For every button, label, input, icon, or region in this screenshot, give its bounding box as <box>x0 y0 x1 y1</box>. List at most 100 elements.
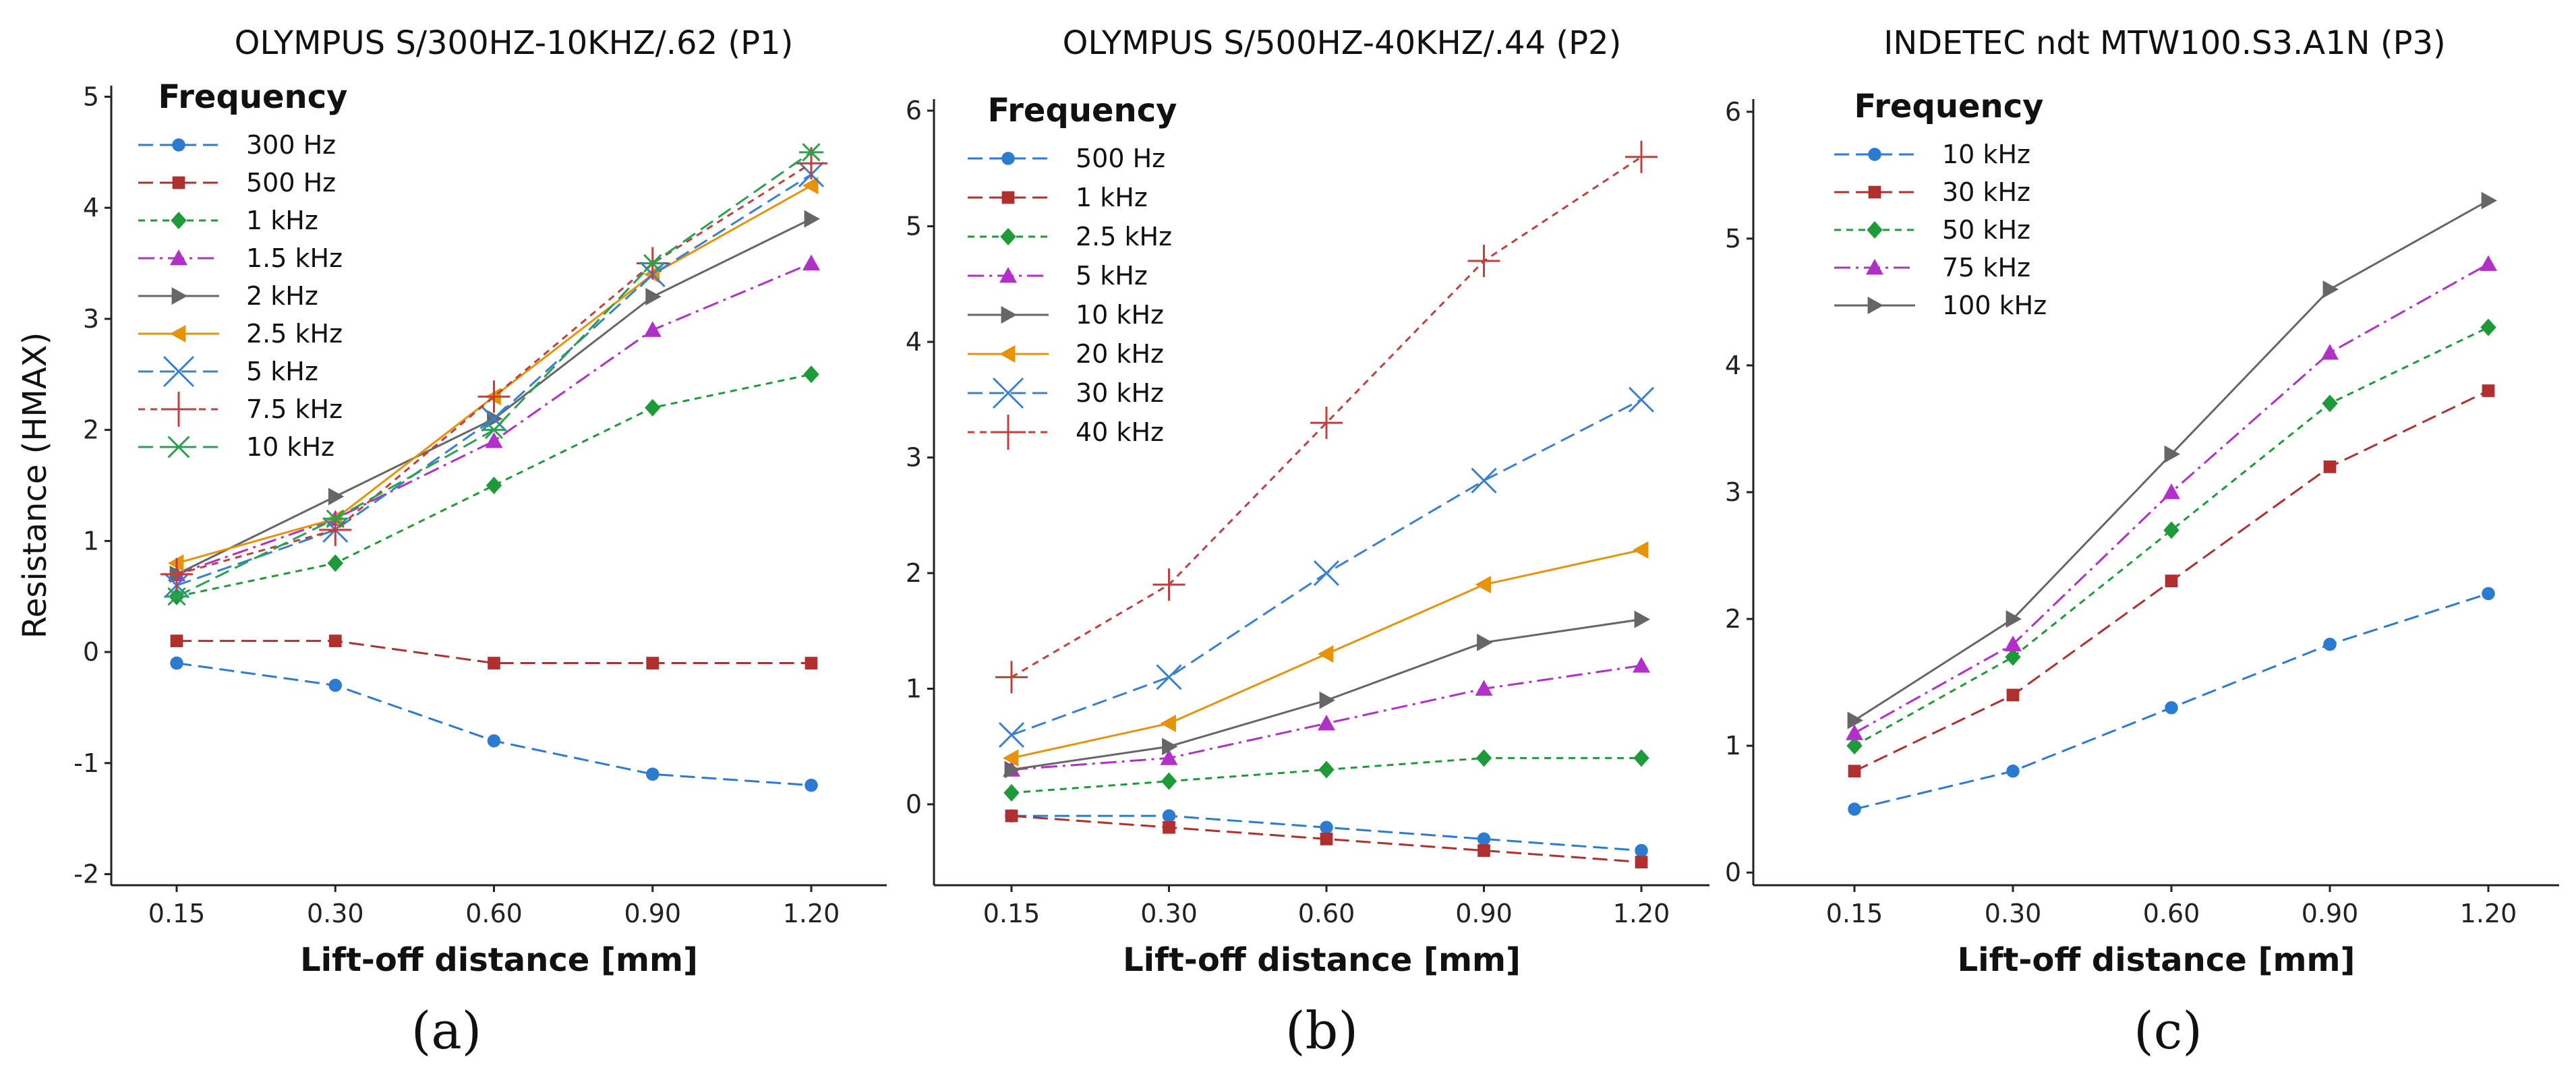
data-point <box>327 554 343 572</box>
data-point <box>1152 568 1185 601</box>
data-point <box>2322 280 2339 299</box>
data-point <box>802 254 820 270</box>
legend-marker <box>170 325 186 343</box>
series-10-khz <box>1848 587 2495 816</box>
legend-label: 2.5 kHz <box>246 319 343 349</box>
x-tick-label: 0.15 <box>983 899 1041 928</box>
data-point <box>1848 765 1861 778</box>
data-point <box>1467 245 1500 278</box>
y-tick-label: 2 <box>83 415 99 445</box>
legend-label: 40 kHz <box>1076 417 1164 447</box>
data-point <box>481 420 506 440</box>
y-tick-label: -2 <box>74 860 99 889</box>
legend-label: 50 kHz <box>1942 215 2030 245</box>
chart-panel-2: OLYMPUS S/500HZ-40KHZ/.44 (P2) 0 1 2 3 4 5 6 0.1… <box>906 24 1709 1061</box>
legend: Frequency 500 Hz 1 kHz 2.5 kHz 5 kHz 10 kHz 20… <box>968 92 1177 450</box>
y-tick-label: 0 <box>1725 858 1741 887</box>
data-point <box>2163 483 2180 500</box>
data-point <box>1635 843 1648 858</box>
legend-label: 20 kHz <box>1076 339 1164 369</box>
data-point <box>1633 541 1649 559</box>
data-point <box>1005 809 1018 823</box>
legend-marker <box>164 436 194 458</box>
series-line <box>1011 156 1642 678</box>
legend-marker <box>1000 228 1016 245</box>
data-point <box>170 656 183 670</box>
series-30-khz <box>1848 384 2495 778</box>
data-point <box>1320 833 1333 845</box>
data-point <box>1319 691 1335 709</box>
legend-label: 2.5 kHz <box>1076 222 1172 251</box>
legend: Frequency 10 kHz 30 kHz 50 kHz 75 kHz 100 kHz <box>1834 88 2047 320</box>
data-point <box>328 634 342 647</box>
data-point <box>165 587 189 606</box>
x-tick-label: 0.60 <box>1298 899 1355 928</box>
x-tick-label: 0.60 <box>2143 899 2200 928</box>
data-point <box>2323 637 2337 651</box>
legend-marker <box>170 249 187 266</box>
data-point <box>2006 610 2022 628</box>
data-point <box>2482 384 2495 397</box>
y-tick-label: 5 <box>83 82 99 111</box>
y-tick-label: 6 <box>1725 97 1741 127</box>
data-point <box>328 487 345 506</box>
legend-label: 5 kHz <box>1076 261 1148 291</box>
series-2-5-khz <box>1003 749 1649 802</box>
legend-marker <box>171 287 187 305</box>
legend-label: 300 Hz <box>246 130 336 160</box>
data-point <box>1318 645 1334 663</box>
data-point <box>160 558 193 591</box>
data-point <box>2322 394 2338 413</box>
data-point <box>2006 764 2020 778</box>
y-tick-label: 6 <box>906 96 922 125</box>
legend-marker <box>1001 306 1017 324</box>
data-point <box>1320 821 1333 835</box>
legend-marker <box>163 355 195 388</box>
data-point <box>1846 737 1863 755</box>
legend-marker <box>1866 259 1883 275</box>
legend-marker <box>172 176 185 189</box>
series-line <box>176 262 812 576</box>
legend-label: 75 kHz <box>1942 253 2030 282</box>
series-line <box>1854 326 2489 747</box>
panel-label: (c) <box>2134 1001 2202 1061</box>
data-point <box>645 398 661 417</box>
legend-label: 1 kHz <box>1076 183 1148 212</box>
data-point <box>1635 856 1648 869</box>
chart-title: INDETEC ndt MTW100.S3.A1N (P3) <box>1883 24 2446 62</box>
data-point <box>1003 783 1020 802</box>
panel-label: (a) <box>411 1001 482 1061</box>
legend-label: 10 kHz <box>246 432 334 462</box>
x-tick-label: 1.20 <box>1613 899 1670 928</box>
y-tick-label: 3 <box>83 304 99 334</box>
y-tick-label: 3 <box>906 443 922 473</box>
chart-panel-1: OLYMPUS S/300HZ-10KHZ/.62 (P1) -2 -1 0 1 2 3 4 5… <box>16 24 887 1061</box>
data-point <box>1847 711 1863 729</box>
y-tick-label: 1 <box>1725 731 1741 761</box>
legend-marker <box>1868 185 1881 199</box>
y-axis-label: Resistance (HMAX) <box>16 332 54 639</box>
x-tick-label: 0.30 <box>307 899 364 928</box>
data-point <box>998 722 1025 748</box>
legend-marker <box>172 138 185 152</box>
legend-marker <box>1868 148 1881 161</box>
legend-title: Frequency <box>988 92 1177 129</box>
data-point <box>804 210 820 228</box>
data-point <box>2163 521 2179 539</box>
data-point <box>487 734 501 748</box>
series-line <box>176 173 812 587</box>
x-tick-label: 0.60 <box>465 899 523 928</box>
data-point <box>477 380 510 413</box>
data-point <box>2482 587 2495 601</box>
data-point <box>995 661 1028 694</box>
data-point <box>1634 610 1650 628</box>
data-point <box>1625 140 1658 173</box>
y-tick-label: -1 <box>74 748 99 778</box>
data-point <box>1162 809 1176 823</box>
legend-marker <box>999 267 1017 283</box>
legend-marker <box>992 377 1024 409</box>
legend-label: 10 kHz <box>1076 300 1164 330</box>
data-point <box>646 767 660 781</box>
data-point <box>1475 680 1493 696</box>
legend-marker <box>991 415 1026 450</box>
